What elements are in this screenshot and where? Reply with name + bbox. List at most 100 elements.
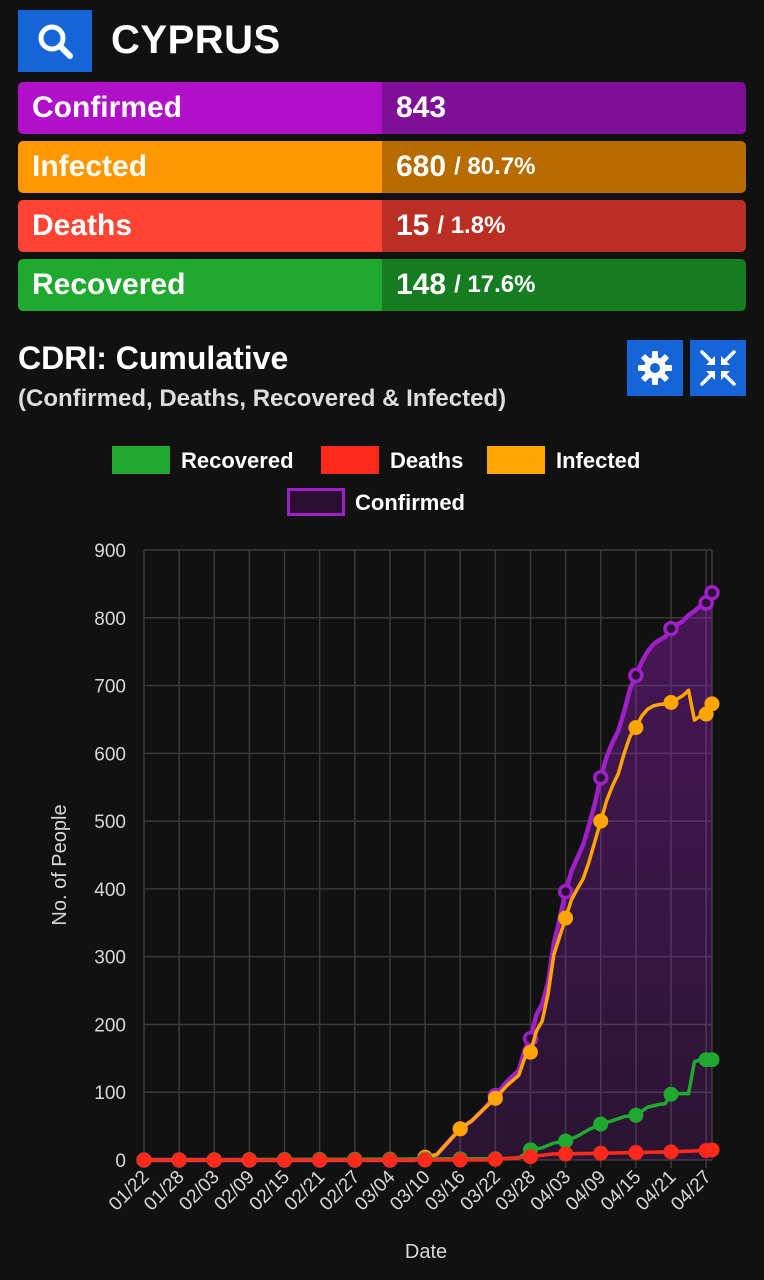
point-deaths[interactable] <box>171 1152 187 1168</box>
point-deaths[interactable] <box>382 1152 398 1168</box>
gear-icon <box>638 351 672 385</box>
x-tick-label: 02/15 <box>246 1167 294 1215</box>
series-deaths <box>136 1142 720 1168</box>
stat-label-recovered: Recovered <box>18 259 382 311</box>
search-icon <box>38 24 73 59</box>
point-recovered[interactable] <box>593 1116 609 1132</box>
y-tick-label: 600 <box>94 744 126 765</box>
point-deaths[interactable] <box>312 1152 328 1168</box>
y-tick-label: 100 <box>94 1083 126 1104</box>
legend-item-recovered[interactable]: Recovered <box>112 446 294 474</box>
point-infected[interactable] <box>628 720 644 736</box>
header: CYPRUS <box>18 10 748 72</box>
x-tick-label: 04/21 <box>632 1167 680 1215</box>
point-confirmed[interactable] <box>704 584 720 601</box>
chart-collapse-button[interactable] <box>690 340 746 396</box>
x-tick-label: 04/09 <box>562 1167 610 1215</box>
point-recovered[interactable] <box>628 1107 644 1123</box>
point-deaths[interactable] <box>417 1152 433 1168</box>
stat-percent-infected: / 80.7% <box>454 153 536 180</box>
point-deaths[interactable] <box>487 1151 503 1167</box>
cumulative-chart: 010020030040050060070080090001/2201/2802… <box>49 446 720 1263</box>
area-confirmed <box>144 592 712 1160</box>
point-recovered[interactable] <box>558 1133 574 1149</box>
y-tick-label: 200 <box>94 1015 126 1036</box>
stat-value-recovered: 148 / 17.6% <box>382 259 746 311</box>
x-tick-label: 02/21 <box>281 1167 329 1215</box>
legend-item-confirmed[interactable]: Confirmed <box>287 488 466 516</box>
point-infected[interactable] <box>593 813 609 829</box>
x-tick-label: 03/22 <box>456 1167 504 1215</box>
point-deaths[interactable] <box>206 1152 222 1168</box>
legend-swatch-confirmed <box>287 488 345 516</box>
stat-row-infected: Infected 680 / 80.7% <box>18 141 746 193</box>
point-recovered[interactable] <box>663 1086 679 1102</box>
point-deaths[interactable] <box>136 1152 152 1168</box>
stat-row-deaths: Deaths 15 / 1.8% <box>18 200 746 252</box>
point-deaths[interactable] <box>452 1152 468 1168</box>
stat-number-infected: 680 <box>396 150 447 183</box>
point-deaths[interactable] <box>558 1146 574 1162</box>
chart-subtitle: (Confirmed, Deaths, Recovered & Infected… <box>18 385 507 412</box>
legend-label-recovered: Recovered <box>181 448 294 473</box>
point-deaths[interactable] <box>663 1144 679 1160</box>
point-deaths[interactable] <box>347 1152 363 1168</box>
x-tick-label: 01/22 <box>105 1167 153 1215</box>
point-infected[interactable] <box>452 1121 468 1137</box>
stat-label-deaths: Deaths <box>18 200 382 252</box>
y-tick-label: 0 <box>115 1151 126 1172</box>
point-infected[interactable] <box>663 695 679 710</box>
y-tick-label: 900 <box>94 541 126 562</box>
legend-swatch-infected <box>487 446 545 474</box>
x-tick-label: 03/10 <box>386 1167 434 1215</box>
point-deaths[interactable] <box>241 1152 257 1168</box>
y-tick-label: 300 <box>94 948 126 969</box>
search-button[interactable] <box>18 10 92 72</box>
stat-row-recovered: Recovered 148 / 17.6% <box>18 259 746 311</box>
y-tick-label: 500 <box>94 812 126 833</box>
point-infected[interactable] <box>522 1044 538 1060</box>
x-tick-label: 02/09 <box>210 1167 258 1215</box>
line-recovered <box>142 1057 714 1162</box>
y-axis-title: No. of People <box>49 804 71 925</box>
point-deaths[interactable] <box>704 1142 720 1158</box>
chart-settings-button[interactable] <box>627 340 683 396</box>
x-tick-label: 03/16 <box>421 1167 469 1215</box>
y-tick-label: 400 <box>94 880 126 901</box>
series-confirmed <box>136 584 720 1168</box>
x-tick-label: 04/15 <box>597 1167 645 1215</box>
chart-title: CDRI: Cumulative <box>18 340 289 376</box>
point-infected[interactable] <box>704 696 720 712</box>
point-deaths[interactable] <box>277 1152 293 1168</box>
legend-label-confirmed: Confirmed <box>355 490 465 515</box>
stat-value-deaths: 15 / 1.8% <box>382 200 746 252</box>
point-deaths[interactable] <box>593 1145 609 1161</box>
y-tick-label: 700 <box>94 677 126 698</box>
point-recovered[interactable] <box>704 1052 720 1068</box>
stat-percent-deaths: / 1.8% <box>437 212 506 239</box>
x-tick-label: 02/27 <box>316 1167 364 1215</box>
stat-number-confirmed: 843 <box>396 91 447 124</box>
point-confirmed[interactable] <box>592 769 609 786</box>
point-confirmed[interactable] <box>557 883 574 900</box>
legend-swatch-recovered <box>112 446 170 474</box>
x-tick-label: 02/03 <box>175 1167 223 1215</box>
x-tick-label: 04/03 <box>527 1167 575 1215</box>
y-tick-label: 800 <box>94 609 126 630</box>
point-infected[interactable] <box>558 910 574 926</box>
stat-label-confirmed: Confirmed <box>18 82 382 134</box>
point-infected[interactable] <box>487 1090 503 1106</box>
stat-label-infected: Infected <box>18 141 382 193</box>
legend-item-deaths[interactable]: Deaths <box>321 446 463 474</box>
legend-label-infected: Infected <box>556 448 640 473</box>
point-deaths[interactable] <box>628 1145 644 1161</box>
legend-item-infected[interactable]: Infected <box>487 446 640 474</box>
point-deaths[interactable] <box>522 1149 538 1165</box>
country-title: CYPRUS <box>111 18 281 62</box>
collapse-arrows-icon <box>700 350 736 386</box>
point-confirmed[interactable] <box>628 667 644 684</box>
stat-value-infected: 680 / 80.7% <box>382 141 746 193</box>
x-tick-label: 04/27 <box>667 1167 715 1215</box>
point-confirmed[interactable] <box>663 620 679 637</box>
x-tick-label: 03/28 <box>492 1167 540 1215</box>
